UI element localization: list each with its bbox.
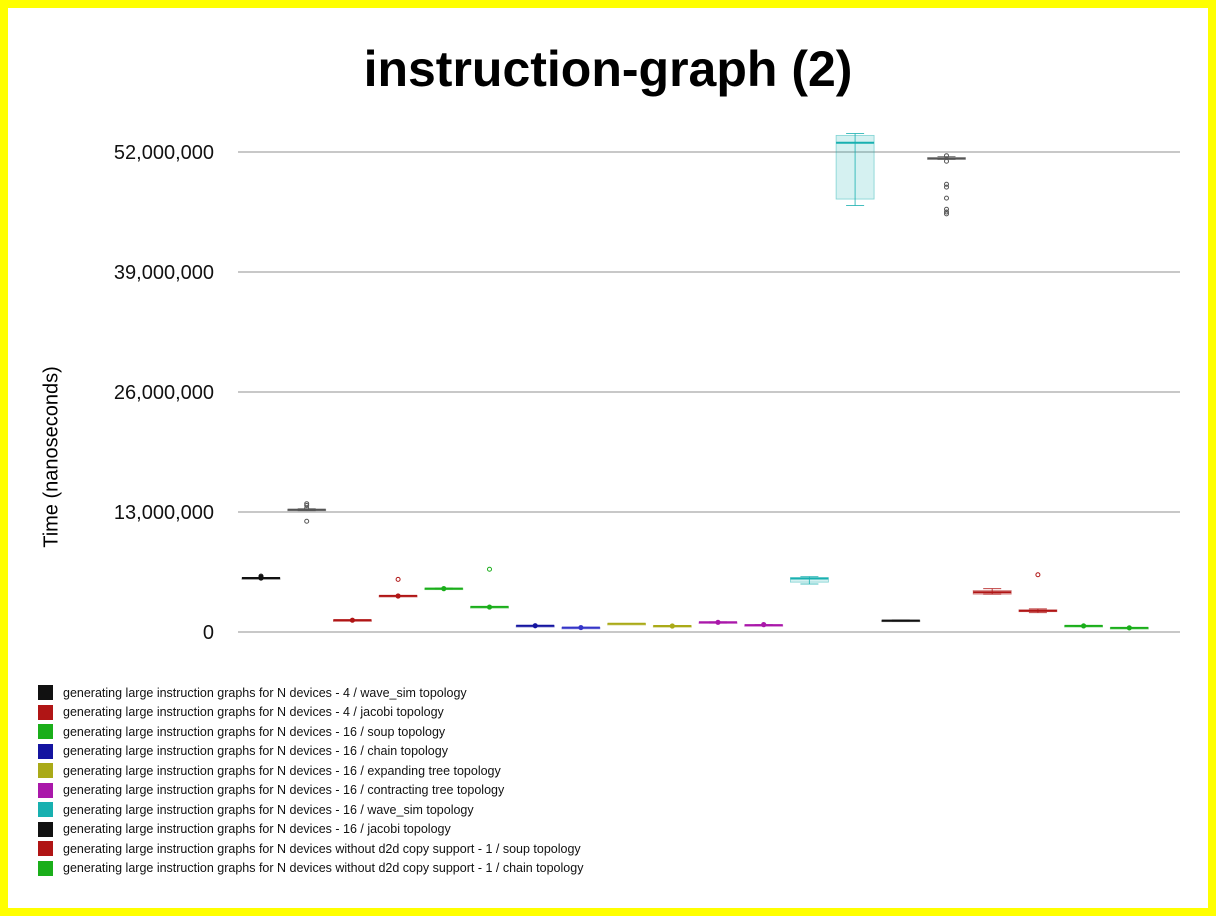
mean-point [349, 617, 355, 623]
mean-point [669, 623, 675, 629]
box-17 [1018, 572, 1058, 614]
box-7 [561, 624, 601, 631]
mean-point [715, 619, 721, 625]
mean-point [761, 622, 767, 628]
legend-label: generating large instruction graphs for … [63, 783, 505, 798]
outlier-point [395, 576, 401, 582]
outlier-point [304, 505, 310, 511]
legend-swatch [38, 685, 53, 701]
box-6 [515, 623, 555, 629]
outlier-point [944, 153, 949, 159]
mean-point [441, 586, 447, 592]
legend-label: generating large instruction graphs for … [63, 724, 446, 739]
outlier-point [304, 518, 310, 524]
box-14 [881, 619, 921, 623]
box-1 [287, 501, 327, 524]
box-12 [790, 576, 829, 585]
box-body [835, 134, 875, 200]
legend-swatch [38, 821, 53, 837]
outlier-point [944, 158, 949, 164]
y-tick-label: 39,000,000 [114, 262, 214, 284]
box-3 [378, 576, 418, 599]
outlier-point [944, 209, 949, 215]
mean-point [532, 623, 538, 629]
legend-item: generating large instruction graphs for … [38, 781, 583, 801]
legend-item: generating large instruction graphs for … [38, 839, 583, 859]
box-2 [332, 617, 372, 623]
outlier-point [487, 566, 492, 572]
box-11 [744, 622, 784, 628]
y-tick-label: 26,000,000 [114, 382, 214, 404]
legend: generating large instruction graphs for … [38, 683, 583, 878]
box-18 [1064, 623, 1103, 629]
legend-swatch [38, 724, 53, 740]
box-4 [424, 586, 464, 592]
box-8 [607, 622, 646, 626]
outlier-point [944, 181, 949, 187]
legend-item: generating large instruction graphs for … [38, 683, 583, 703]
outlier-point [944, 184, 949, 190]
box-13 [835, 133, 875, 207]
outlier-point [944, 206, 949, 212]
box-16 [972, 588, 1012, 595]
legend-swatch [38, 841, 53, 857]
outlier-point [304, 503, 310, 509]
box-10 [698, 619, 738, 625]
legend-item: generating large instruction graphs for … [38, 703, 583, 723]
mean-point [578, 624, 584, 631]
y-tick-label: 52,000,000 [114, 142, 214, 164]
legend-swatch [38, 704, 53, 720]
box-5 [470, 566, 509, 610]
outlier-point [304, 501, 310, 507]
legend-label: generating large instruction graphs for … [63, 841, 581, 856]
box-19 [1109, 625, 1149, 631]
legend-item: generating large instruction graphs for … [38, 722, 583, 742]
outlier-point [258, 574, 264, 580]
mean-point [486, 604, 493, 610]
legend-label: generating large instruction graphs for … [63, 705, 444, 720]
legend-item: generating large instruction graphs for … [38, 742, 583, 762]
legend-label: generating large instruction graphs for … [63, 763, 501, 778]
box-15 [927, 153, 966, 217]
chart-title: instruction-graph (2) [363, 41, 853, 97]
legend-item: generating large instruction graphs for … [38, 761, 583, 781]
outlier-point [944, 195, 949, 201]
legend-label: generating large instruction graphs for … [63, 802, 474, 817]
y-tick-label: 13,000,000 [114, 502, 214, 524]
legend-swatch [38, 782, 53, 798]
boxes-layer [241, 133, 1149, 631]
box-9 [652, 623, 692, 629]
outlier-point [944, 211, 949, 217]
legend-swatch [38, 802, 53, 818]
legend-swatch [38, 860, 53, 876]
legend-label: generating large instruction graphs for … [63, 744, 448, 759]
y-tick-labels: 0 13,000,000 26,000,000 39,000,000 52,000,00… [114, 142, 214, 644]
grid-layer [238, 151, 1180, 633]
legend-item: generating large instruction graphs for … [38, 800, 583, 820]
legend-label: generating large instruction graphs for … [63, 822, 451, 837]
box-0 [241, 573, 281, 581]
legend-swatch [38, 743, 53, 759]
mean-point [1126, 625, 1132, 631]
chart-frame [8, 8, 1208, 908]
legend-label: generating large instruction graphs for … [63, 685, 467, 700]
mean-point [395, 593, 401, 599]
legend-swatch [38, 763, 53, 779]
outlier-point [1035, 572, 1041, 578]
legend-item: generating large instruction graphs for … [38, 820, 583, 840]
mean-point [1081, 623, 1087, 629]
legend-label: generating large instruction graphs for … [63, 861, 584, 876]
y-tick-label: 0 [203, 622, 214, 644]
legend-item: generating large instruction graphs for … [38, 859, 583, 879]
